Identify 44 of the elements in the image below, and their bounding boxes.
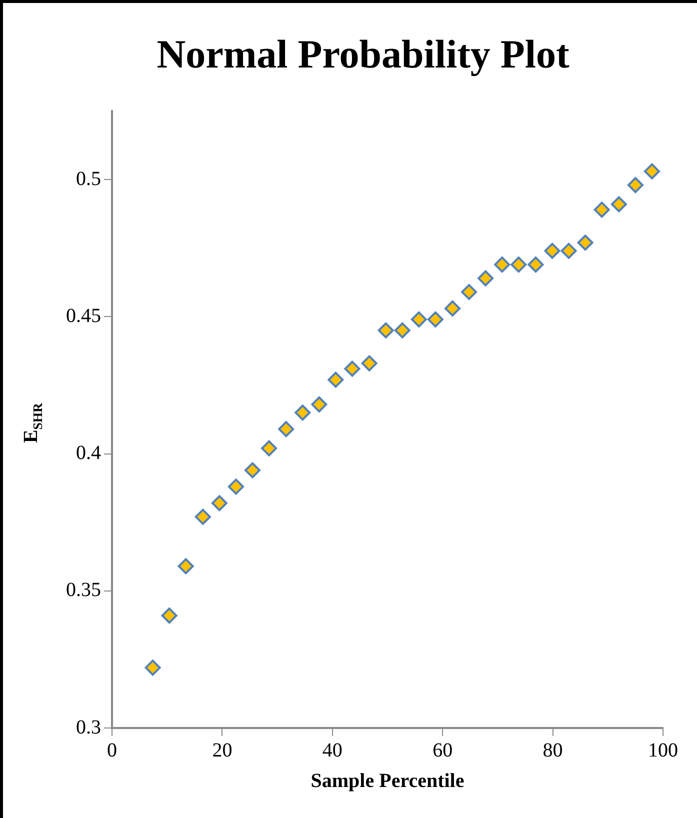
x-tick-label: 60 — [432, 739, 453, 762]
point — [427, 311, 444, 328]
point — [278, 421, 294, 438]
x-tick-label: 80 — [542, 739, 563, 762]
point — [510, 256, 527, 273]
y-tick-label: 0.45 — [66, 304, 101, 327]
point — [228, 478, 244, 495]
point — [528, 256, 544, 273]
y-tick-label: 0.3 — [76, 716, 101, 738]
x-tick-label: 20 — [212, 739, 232, 762]
point — [311, 396, 328, 412]
point — [444, 300, 461, 316]
point — [261, 440, 278, 456]
point — [494, 256, 510, 273]
point — [194, 508, 211, 525]
point — [627, 177, 644, 194]
x-tick-label: 40 — [322, 739, 342, 762]
point — [144, 660, 161, 676]
chart-title: Normal Probability Plot — [156, 31, 570, 76]
point — [328, 372, 344, 388]
point — [394, 322, 410, 338]
point — [244, 462, 261, 478]
point — [577, 234, 594, 251]
point — [211, 495, 228, 512]
x-tick-label: 0 — [107, 739, 117, 762]
point — [478, 270, 494, 286]
point — [344, 360, 360, 377]
point — [594, 202, 610, 218]
y-tick-label: 0.35 — [66, 579, 101, 602]
y-tick-label: 0.4 — [76, 442, 101, 464]
point — [644, 163, 660, 180]
x-axis-title: Sample Percentile — [310, 770, 464, 792]
point — [544, 242, 560, 259]
point — [178, 558, 194, 574]
y-tick-label: 0.5 — [76, 168, 101, 190]
point — [161, 608, 178, 624]
point — [461, 284, 478, 300]
x-tick-label: 100 — [648, 739, 678, 762]
point — [361, 355, 378, 372]
point — [410, 311, 427, 328]
point — [294, 404, 311, 421]
point — [560, 242, 577, 259]
point — [378, 322, 394, 338]
point — [610, 196, 627, 212]
